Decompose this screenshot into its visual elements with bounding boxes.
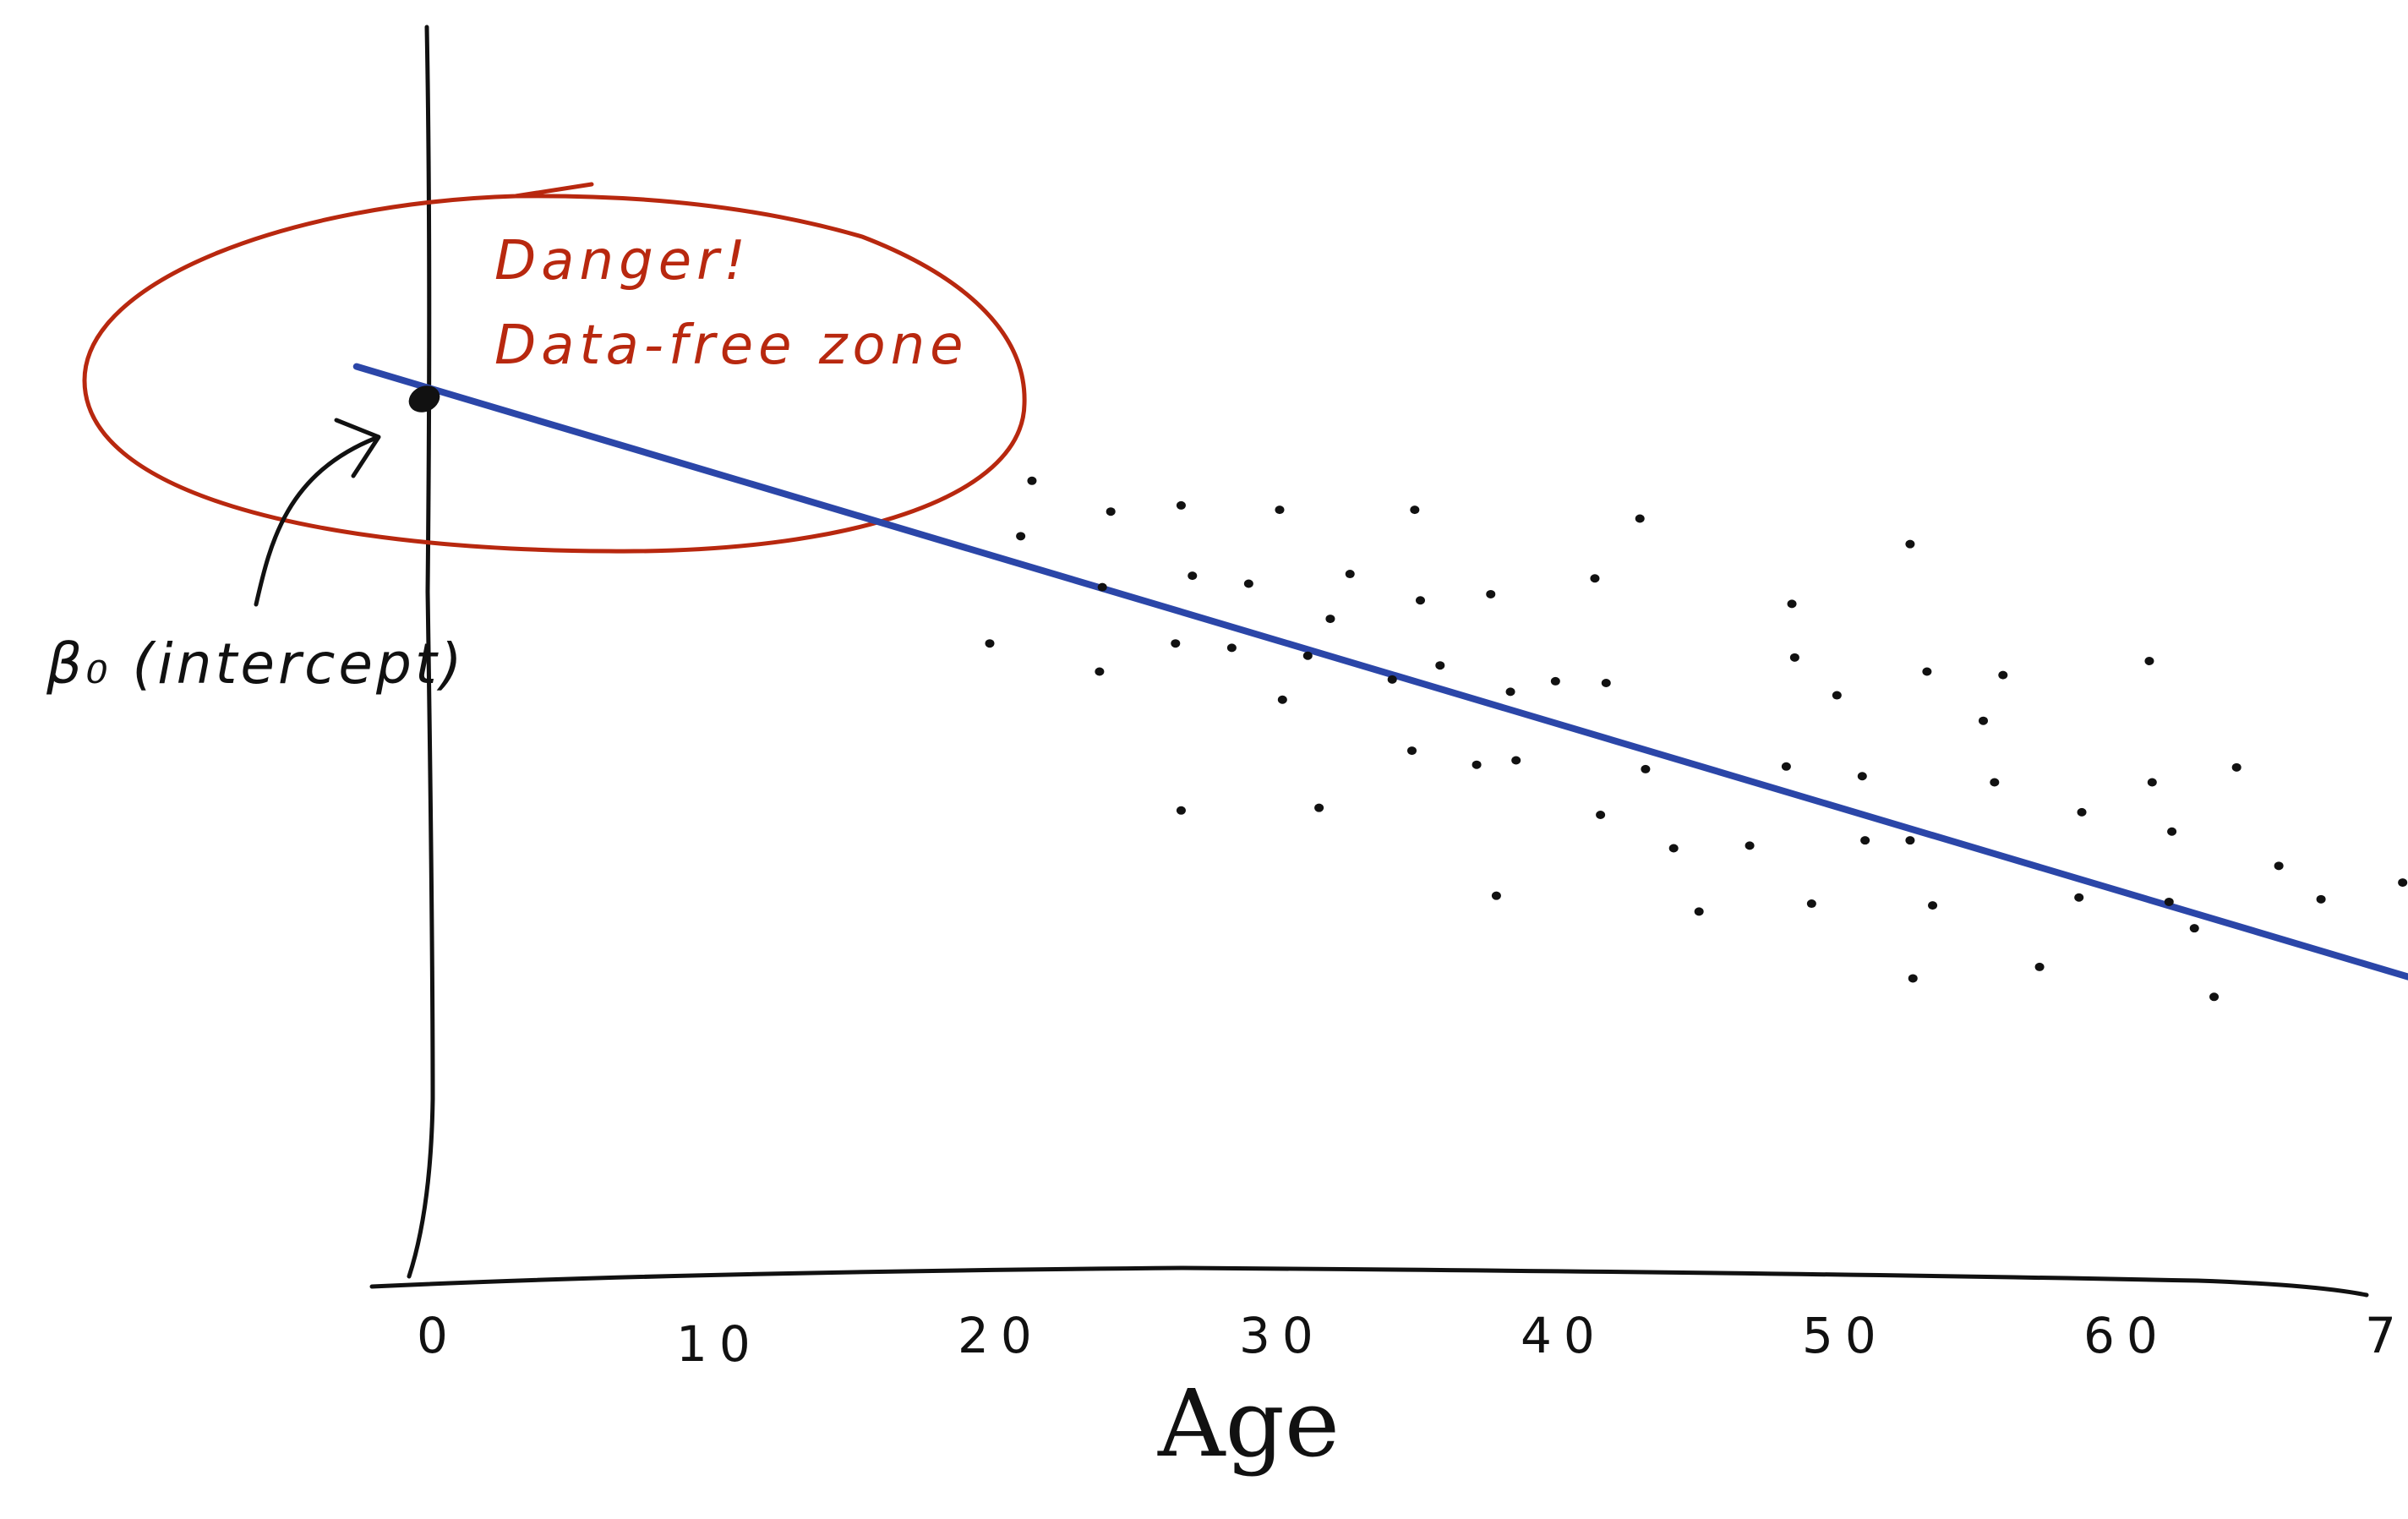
data-point — [2074, 893, 2084, 902]
data-point — [1407, 746, 1417, 756]
data-point — [1590, 574, 1600, 583]
data-point — [1325, 615, 1335, 624]
data-point — [1486, 589, 1496, 598]
data-point — [2189, 924, 2199, 933]
data-point — [1694, 907, 1704, 916]
data-point — [1095, 667, 1105, 676]
data-point — [1410, 505, 1420, 515]
regression-line — [352, 363, 2408, 981]
data-point — [1345, 570, 1355, 579]
data-point — [1990, 778, 2000, 787]
data-point — [1922, 667, 1932, 676]
data-point — [2209, 992, 2220, 1002]
data-point — [1857, 772, 1867, 781]
data-point — [1188, 571, 1198, 581]
data-point — [1745, 841, 1755, 850]
data-point — [1243, 579, 1253, 588]
data-point — [1016, 532, 1026, 541]
x-tick-label: 10 — [676, 1315, 762, 1373]
data-point — [2164, 897, 2174, 906]
data-point — [1314, 803, 1324, 812]
data-point — [1275, 505, 1285, 515]
data-point — [2167, 827, 2177, 836]
data-point — [1641, 764, 1651, 773]
data-point — [1928, 901, 1938, 910]
data-point — [1511, 756, 1521, 765]
danger-ellipse — [82, 182, 1027, 554]
x-tick-label: 20 — [958, 1307, 1044, 1364]
data-point — [1806, 899, 1816, 909]
x-tick-label: 30 — [1239, 1307, 1325, 1364]
data-point — [1601, 679, 1611, 687]
intercept-marker — [408, 385, 440, 413]
data-point — [1302, 651, 1313, 660]
data-point — [1097, 582, 1107, 592]
danger-zone: Danger! Data-free zone — [82, 182, 1027, 554]
x-tick-label: 0 — [417, 1307, 460, 1364]
x-tick-label: 40 — [1521, 1307, 1607, 1364]
data-point — [2398, 878, 2408, 888]
data-point — [1635, 514, 1645, 523]
data-point — [1387, 675, 1397, 684]
data-point — [2274, 861, 2284, 871]
data-point — [1277, 695, 1287, 704]
data-point — [2144, 657, 2154, 665]
data-point — [1176, 500, 1186, 510]
data-point — [1435, 661, 1445, 670]
x-axis-label: Age — [1157, 1369, 1340, 1478]
data-point — [1472, 760, 1482, 769]
data-points — [985, 476, 2408, 1002]
data-point — [1106, 507, 1116, 516]
data-point — [1832, 691, 1842, 700]
x-axis — [369, 1265, 2369, 1298]
data-point — [1596, 811, 1606, 819]
intercept-arrow — [254, 418, 381, 607]
data-point — [1668, 844, 1679, 853]
data-point — [2316, 894, 2326, 904]
x-tick-label: 50 — [1802, 1307, 1888, 1364]
data-point — [1787, 599, 1797, 609]
x-tick-labels: 0 10 20 30 40 50 60 70 — [417, 1307, 2408, 1373]
data-point — [1415, 596, 1425, 605]
data-point — [1905, 836, 1915, 845]
data-point — [1226, 643, 1237, 653]
data-point — [1998, 670, 2008, 680]
data-point — [1171, 639, 1181, 648]
data-free-zone-label: Data-free zone — [494, 314, 969, 377]
danger-label: Danger! — [494, 230, 751, 292]
x-tick-label: 60 — [2083, 1307, 2170, 1364]
data-point — [1908, 974, 1918, 983]
data-point — [2034, 962, 2045, 971]
x-tick-label: 70 — [2365, 1307, 2408, 1364]
data-point — [2231, 762, 2241, 772]
data-point — [1176, 806, 1186, 815]
data-point — [1860, 836, 1870, 845]
data-point — [1550, 676, 1560, 686]
data-point — [1505, 687, 1515, 697]
intercept-label: β₀ (intercept) — [46, 631, 466, 697]
data-point — [1978, 716, 1988, 725]
y-axis — [407, 25, 435, 1279]
data-point — [1781, 762, 1791, 771]
data-point — [2147, 778, 2157, 787]
data-point — [1789, 653, 1799, 662]
data-point — [985, 639, 995, 648]
data-point — [1905, 539, 1915, 549]
data-point — [1027, 476, 1037, 485]
data-point — [1491, 891, 1501, 900]
data-point — [2077, 807, 2087, 817]
